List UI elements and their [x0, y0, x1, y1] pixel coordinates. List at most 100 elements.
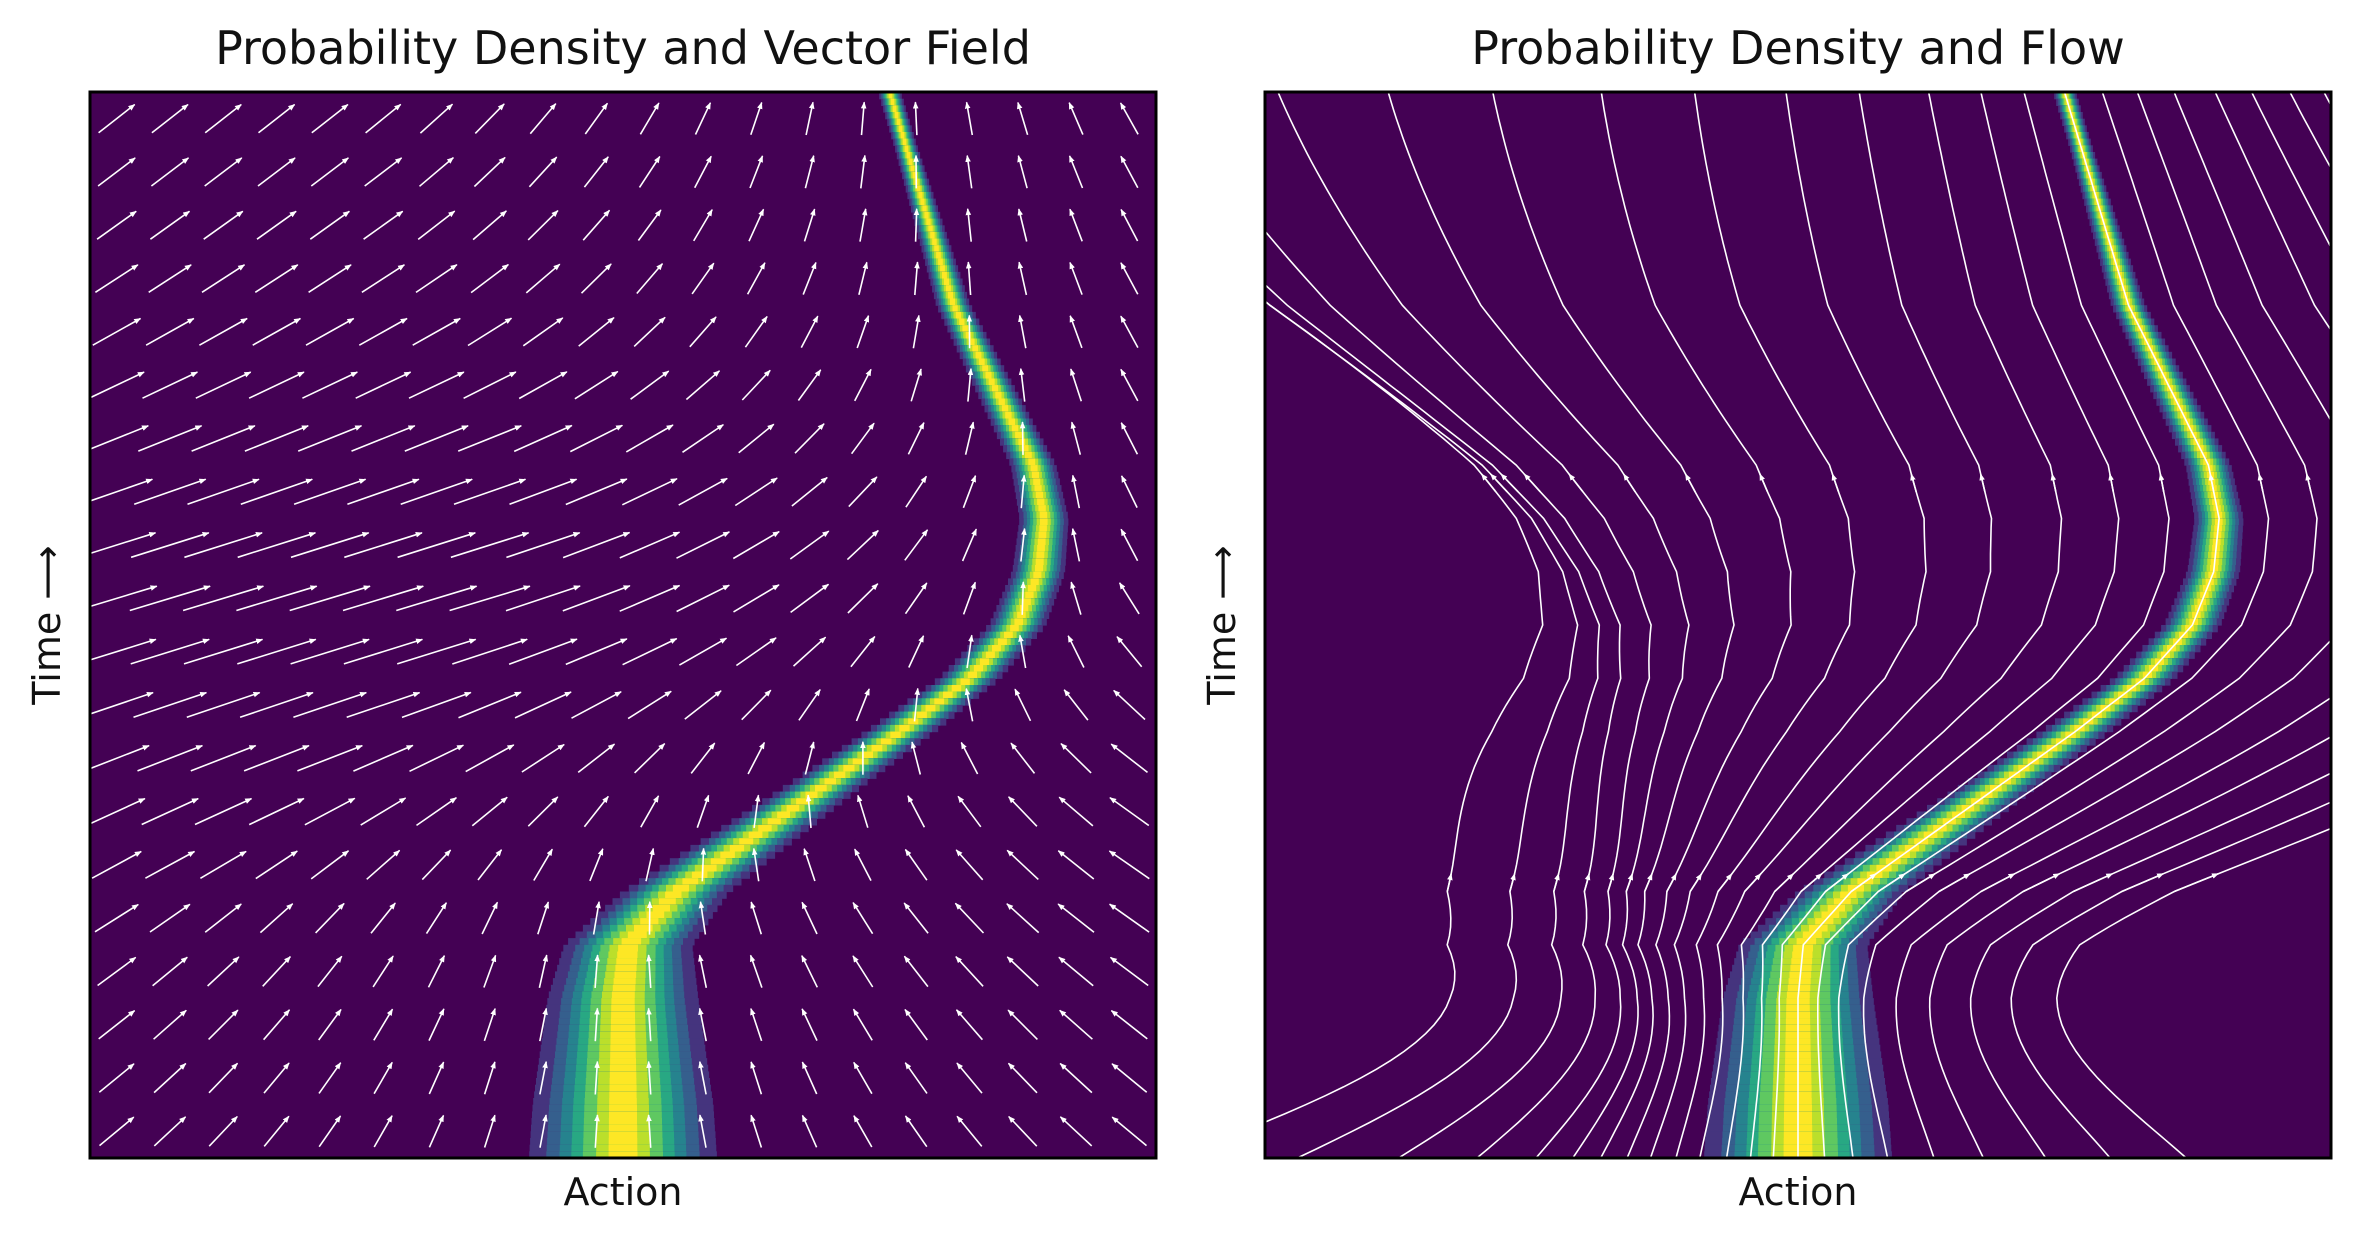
vector-arrow: [853, 368, 872, 402]
vector-arrow: [797, 369, 822, 401]
density-cell: [710, 858, 726, 866]
density-cell: [945, 285, 951, 293]
vector-arrow: [966, 634, 974, 669]
vector-arrow: [90, 371, 145, 399]
vector-arrow: [207, 956, 240, 987]
vector-arrow: [848, 476, 878, 508]
streamline-arrow: [1825, 873, 1849, 893]
vector-arrow: [960, 741, 979, 775]
vector-arrow: [805, 101, 815, 136]
vector-arrow: [457, 425, 522, 452]
vector-arrow: [351, 425, 416, 452]
vector-arrow: [562, 531, 631, 559]
density-heatmap: [90, 92, 1156, 1158]
streamline-arrow: [2208, 473, 2215, 492]
vector-arrow: [1020, 527, 1027, 562]
vector-arrow: [467, 317, 513, 347]
density-cell: [922, 205, 927, 213]
vector-arrow: [149, 210, 191, 240]
vector-arrow: [698, 1007, 707, 1042]
vector-arrow: [1111, 1063, 1148, 1093]
vector-arrow: [791, 476, 828, 507]
vector-arrow: [801, 1114, 818, 1148]
vector-arrow: [148, 264, 192, 293]
density-cell: [682, 878, 699, 886]
vector-arrow: [360, 797, 407, 826]
vector-arrow: [684, 690, 722, 720]
vector-arrow: [589, 848, 604, 882]
vector-arrow: [1007, 1009, 1038, 1040]
vector-arrow: [256, 210, 297, 240]
vector-arrow: [310, 850, 350, 880]
vector-arrow: [640, 795, 660, 828]
vector-arrow: [521, 743, 565, 773]
streamline-arrow: [1607, 873, 1615, 892]
density-cell: [1036, 551, 1045, 559]
vector-arrow: [481, 901, 499, 935]
density-cell: [888, 92, 893, 100]
vector-arrow: [698, 901, 707, 935]
vector-arrow: [366, 849, 401, 880]
vector-arrow: [639, 102, 660, 135]
vector-arrow: [676, 531, 731, 559]
vector-arrow: [141, 797, 199, 826]
vector-arrow: [1070, 421, 1082, 455]
chart-title: Probability Density and Flow: [1471, 21, 2124, 75]
density-cell: [952, 305, 958, 313]
vector-arrow: [533, 848, 553, 881]
vector-arrow: [449, 585, 531, 612]
vector-arrow: [195, 371, 252, 399]
streamline-arrow: [2174, 872, 2219, 893]
vector-arrow: [801, 1008, 818, 1041]
vector-arrow: [130, 638, 210, 665]
vector-arrow: [582, 209, 611, 241]
density-cell: [796, 798, 809, 806]
vector-arrow: [741, 369, 771, 401]
vector-arrow: [190, 744, 257, 772]
density-cell: [978, 358, 985, 366]
vector-arrow: [358, 317, 408, 346]
density-cell: [962, 325, 968, 333]
vector-arrow: [569, 424, 624, 453]
vector-arrow: [1070, 581, 1082, 615]
density-cell: [1010, 625, 1019, 633]
vector-arrow: [138, 425, 203, 452]
vector-arrow: [913, 208, 920, 242]
density-cell: [615, 964, 637, 973]
vector-arrow: [315, 902, 345, 934]
vector-arrow: [525, 263, 561, 294]
streamline-arrow: [1666, 873, 1677, 892]
streamline-arrow: [2108, 473, 2115, 492]
vector-arrow: [1110, 1009, 1148, 1040]
vector-arrow: [857, 794, 869, 828]
density-cell: [942, 271, 947, 280]
density-cell: [959, 318, 965, 326]
vector-arrow: [1018, 634, 1027, 669]
density-cell: [890, 98, 895, 106]
vector-arrow: [790, 583, 830, 614]
vector-arrow: [1109, 903, 1150, 933]
streamline: [1265, 229, 1622, 1158]
vector-arrow: [397, 532, 476, 559]
vector-arrow: [361, 264, 405, 293]
vector-arrow: [539, 1007, 548, 1042]
vector-arrow: [98, 1063, 135, 1093]
vector-arrow: [1017, 208, 1028, 242]
vector-arrow: [792, 636, 827, 667]
vector-arrow: [904, 582, 928, 615]
vector-arrow: [1069, 261, 1083, 295]
vector-arrow: [804, 155, 815, 189]
density-cell: [1037, 545, 1045, 553]
density-cell: [918, 191, 923, 200]
density-cell: [611, 1004, 635, 1013]
density-cell: [979, 658, 989, 666]
vector-arrow: [685, 370, 721, 401]
vector-arrow: [748, 208, 765, 242]
streamline-arrow: [1744, 873, 1762, 893]
density-cell: [613, 978, 636, 986]
vector-arrow: [421, 849, 452, 881]
density-cell: [1019, 605, 1029, 613]
vector-arrow: [297, 425, 363, 452]
streamline: [1969, 92, 2331, 1158]
density-cell: [985, 371, 992, 380]
